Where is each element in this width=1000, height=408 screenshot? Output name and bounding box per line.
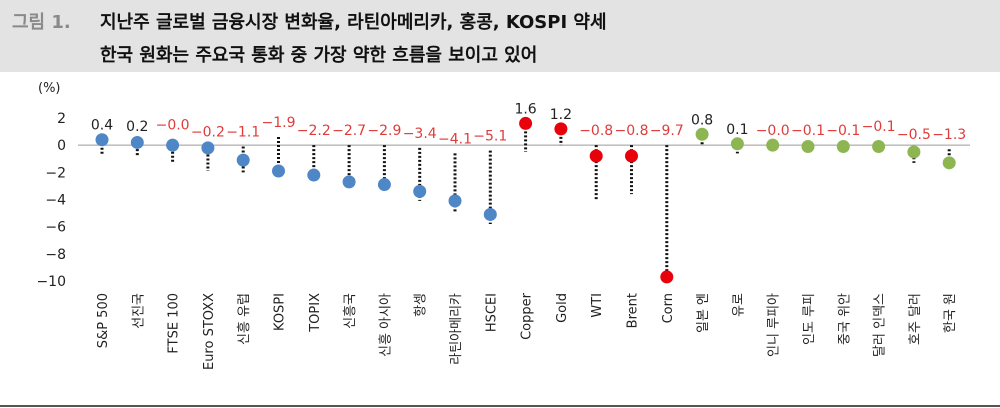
data-label: −2.2 <box>297 123 331 139</box>
data-point <box>942 156 956 170</box>
data-label: −0.8 <box>579 123 613 139</box>
x-tick-label: Gold <box>555 293 570 323</box>
x-tick-label: 달러 인덱스 <box>873 293 888 357</box>
x-tick-label: HSCEI <box>484 293 499 332</box>
x-tick-label: 항셍 <box>414 293 429 317</box>
y-tick-label: −10 <box>36 274 66 290</box>
data-point <box>483 207 497 221</box>
y-tick-label: −6 <box>45 220 66 236</box>
data-label: −0.8 <box>615 123 649 139</box>
data-label: −0.1 <box>791 123 825 139</box>
data-label: −5.1 <box>473 129 507 145</box>
data-point <box>413 184 427 198</box>
x-tick-label: 인니 루피아 <box>767 293 782 357</box>
data-point <box>307 168 321 182</box>
data-label: −0.1 <box>826 123 860 139</box>
data-point <box>695 127 709 141</box>
x-tick-label: Brent <box>626 293 641 328</box>
bottom-divider <box>0 405 1000 407</box>
data-point <box>660 270 674 284</box>
data-label: −0.2 <box>191 125 225 141</box>
data-point <box>554 122 568 136</box>
data-point <box>448 194 462 208</box>
data-label: −4.1 <box>438 131 472 147</box>
data-point <box>730 137 744 151</box>
x-tick-label: Euro STOXX <box>202 293 217 370</box>
data-point <box>201 141 215 155</box>
data-label: −1.3 <box>932 127 966 143</box>
x-tick-label: 신흥국 <box>343 293 358 329</box>
data-point <box>377 178 391 192</box>
figure-label: 그림 1. <box>12 12 71 33</box>
data-label: 0.2 <box>126 119 148 135</box>
data-label: −2.9 <box>367 123 401 139</box>
data-point <box>907 145 921 159</box>
x-tick-label: 인도 루피 <box>802 293 817 345</box>
data-label: 0.4 <box>91 118 113 134</box>
data-point <box>801 140 815 154</box>
x-tick-label: 선진국 <box>131 293 146 329</box>
data-label: −2.7 <box>332 123 366 139</box>
data-label: −0.0 <box>756 123 790 139</box>
data-label: −3.4 <box>403 126 437 142</box>
x-tick-label: KOSPI <box>273 293 288 331</box>
x-tick-label: 라틴아메리카 <box>449 293 464 365</box>
x-tick-label: 신흥 아시아 <box>378 293 393 357</box>
data-point <box>519 116 533 130</box>
y-axis-unit-label: (%) <box>38 81 61 96</box>
data-label: −0.0 <box>156 118 190 134</box>
data-point <box>872 140 886 154</box>
data-point <box>342 175 356 189</box>
y-tick-label: −4 <box>45 193 66 209</box>
x-tick-label: WTI <box>590 293 605 318</box>
x-tick-label: 일본 엔 <box>696 293 711 333</box>
title-bar: 그림 1. 지난주 글로벌 금융시장 변화율, 라틴아메리카, 홍콩, KOSP… <box>0 0 1000 72</box>
chart-title-line2: 한국 원화는 주요국 통화 중 가장 약한 흐름을 보이고 있어 <box>100 45 538 66</box>
x-tick-label: S&P 500 <box>96 293 111 348</box>
data-label: −1.1 <box>226 125 260 141</box>
data-point <box>589 149 603 163</box>
x-tick-label: TOPIX <box>308 293 323 333</box>
chart-title-line1: 지난주 글로벌 금융시장 변화율, 라틴아메리카, 홍콩, KOSPI 약세 <box>100 12 607 33</box>
data-label: −0.5 <box>897 127 931 143</box>
y-tick-label: 2 <box>57 111 66 127</box>
data-label: −0.1 <box>862 119 896 135</box>
x-tick-label: 호주 달러 <box>908 293 923 345</box>
y-tick-label: 0 <box>57 138 66 154</box>
data-label: 1.6 <box>514 101 536 117</box>
data-label: 0.8 <box>691 112 713 128</box>
y-tick-label: −8 <box>45 247 66 263</box>
x-tick-label: 중국 위안 <box>837 293 852 345</box>
data-point <box>272 164 285 178</box>
data-point <box>95 133 109 147</box>
data-label: −9.7 <box>650 123 684 139</box>
data-point <box>836 140 850 154</box>
y-tick-label: −2 <box>45 165 66 181</box>
data-label: 0.1 <box>726 122 748 138</box>
data-point <box>166 138 180 152</box>
data-point <box>130 135 144 149</box>
x-tick-label: 신흥 유럽 <box>237 293 252 345</box>
x-tick-label: 유로 <box>731 293 746 317</box>
data-point <box>236 153 250 167</box>
x-tick-label: FTSE 100 <box>167 293 182 354</box>
x-tick-label: Copper <box>520 292 535 340</box>
data-point <box>766 138 780 152</box>
x-tick-label: 한국 원 <box>943 293 958 333</box>
x-tick-label: Corn <box>661 293 676 323</box>
data-label: −1.9 <box>262 115 296 131</box>
data-point <box>625 149 638 163</box>
data-label: 1.2 <box>550 107 572 123</box>
